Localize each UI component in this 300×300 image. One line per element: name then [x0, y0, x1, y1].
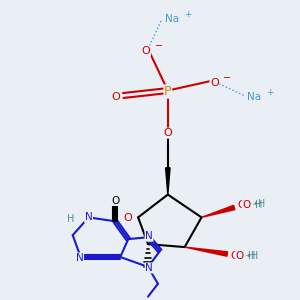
Text: O: O: [111, 196, 119, 206]
Text: P: P: [164, 85, 172, 98]
Text: O: O: [231, 251, 240, 261]
Text: ·H: ·H: [245, 251, 256, 261]
Text: ·H: ·H: [252, 200, 262, 211]
Text: O: O: [235, 251, 244, 261]
Text: Na: Na: [247, 92, 261, 103]
Text: +: +: [184, 10, 191, 19]
Text: O: O: [164, 128, 172, 138]
Text: N: N: [145, 231, 153, 241]
Text: O: O: [210, 78, 219, 88]
Text: −: −: [223, 73, 231, 83]
Text: Na: Na: [165, 14, 179, 24]
Text: −: −: [155, 41, 163, 51]
Text: N: N: [76, 253, 83, 263]
Text: •H: •H: [252, 200, 265, 209]
Text: N: N: [85, 212, 92, 222]
Text: O: O: [238, 200, 247, 211]
Text: •H: •H: [245, 251, 258, 261]
Text: O: O: [111, 92, 120, 103]
Text: O: O: [124, 213, 133, 224]
Polygon shape: [185, 247, 228, 256]
Text: N: N: [145, 263, 153, 273]
Polygon shape: [202, 205, 235, 218]
Text: H: H: [67, 214, 74, 224]
Text: +: +: [266, 88, 273, 97]
Polygon shape: [166, 168, 170, 195]
Text: O: O: [242, 200, 250, 211]
Text: O: O: [142, 46, 150, 56]
